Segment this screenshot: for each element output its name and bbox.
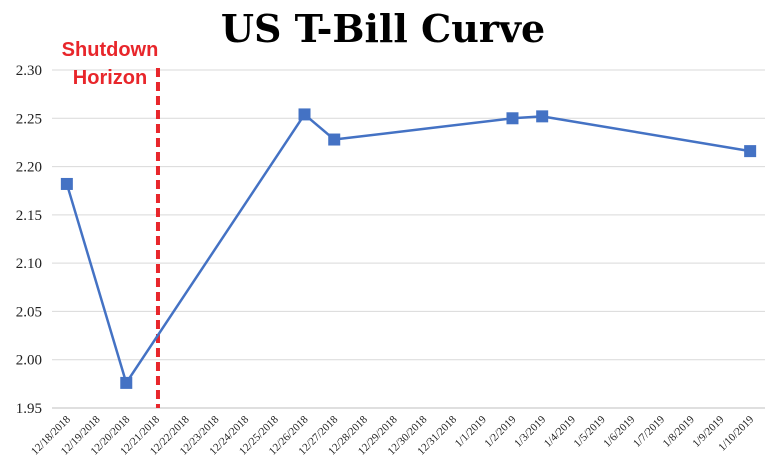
shutdown-label-line1: Shutdown [62,39,159,61]
series-layer [60,108,757,389]
x-tick-label: 1/7/2019 [631,413,667,449]
y-tick-label: 2.10 [16,256,42,272]
data-point-marker [506,112,519,125]
x-tick-label: 1/4/2019 [542,413,578,449]
series-line-0 [65,113,751,385]
data-point-marker [536,110,549,123]
y-tick-label: 1.95 [16,401,42,417]
x-tick-label: 1/3/2019 [512,413,548,449]
shutdown-annotation: Shutdown Horizon [62,39,160,408]
y-axis-ticks: 1.95 2.00 2.05 2.10 2.15 2.20 2.25 2.30 [16,63,42,417]
data-point-marker [744,145,757,158]
x-axis-ticks: 12/18/201812/19/201812/20/201812/21/2018… [29,413,757,457]
chart-title: US T-Bill Curve [221,6,545,51]
x-tick-label: 1/8/2019 [661,413,697,449]
y-tick-label: 2.15 [16,208,42,224]
x-tick-label: 1/5/2019 [572,413,608,449]
data-point-marker [120,376,133,389]
y-tick-label: 2.05 [16,304,42,320]
x-tick-label: 1/1/2019 [453,413,489,449]
gridlines [52,69,765,409]
x-tick-label: 1/2/2019 [482,413,518,449]
data-point-marker [328,133,341,146]
data-point-marker [60,177,73,190]
y-tick-label: 2.20 [16,160,42,176]
x-tick-label: 1/6/2019 [601,413,637,449]
data-point-marker [298,108,311,121]
shutdown-label-line2: Horizon [73,67,147,89]
y-tick-label: 2.00 [16,353,42,369]
y-tick-label: 2.30 [16,63,42,79]
y-tick-label: 2.25 [16,111,42,127]
